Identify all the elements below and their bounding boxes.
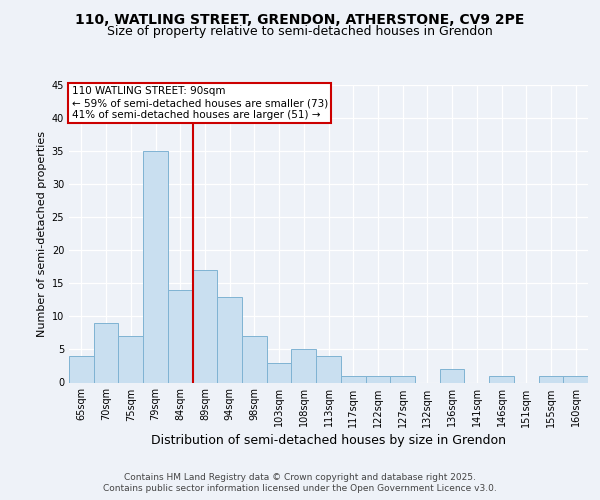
Bar bbox=[69, 356, 94, 382]
Bar bbox=[563, 376, 588, 382]
Bar bbox=[143, 151, 168, 382]
Text: Contains public sector information licensed under the Open Government Licence v3: Contains public sector information licen… bbox=[103, 484, 497, 493]
Text: 110, WATLING STREET, GRENDON, ATHERSTONE, CV9 2PE: 110, WATLING STREET, GRENDON, ATHERSTONE… bbox=[76, 12, 524, 26]
Bar bbox=[390, 376, 415, 382]
Bar bbox=[242, 336, 267, 382]
Text: 110 WATLING STREET: 90sqm
← 59% of semi-detached houses are smaller (73)
41% of : 110 WATLING STREET: 90sqm ← 59% of semi-… bbox=[71, 86, 328, 120]
Bar bbox=[440, 370, 464, 382]
Bar bbox=[217, 296, 242, 382]
Text: Contains HM Land Registry data © Crown copyright and database right 2025.: Contains HM Land Registry data © Crown c… bbox=[124, 472, 476, 482]
Bar bbox=[539, 376, 563, 382]
Bar bbox=[193, 270, 217, 382]
Y-axis label: Number of semi-detached properties: Number of semi-detached properties bbox=[37, 130, 47, 337]
Bar bbox=[316, 356, 341, 382]
Bar bbox=[489, 376, 514, 382]
Bar bbox=[168, 290, 193, 382]
Bar bbox=[94, 323, 118, 382]
Bar bbox=[267, 362, 292, 382]
X-axis label: Distribution of semi-detached houses by size in Grendon: Distribution of semi-detached houses by … bbox=[151, 434, 506, 446]
Bar bbox=[292, 350, 316, 382]
Text: Size of property relative to semi-detached houses in Grendon: Size of property relative to semi-detach… bbox=[107, 25, 493, 38]
Bar bbox=[118, 336, 143, 382]
Bar bbox=[341, 376, 365, 382]
Bar bbox=[365, 376, 390, 382]
